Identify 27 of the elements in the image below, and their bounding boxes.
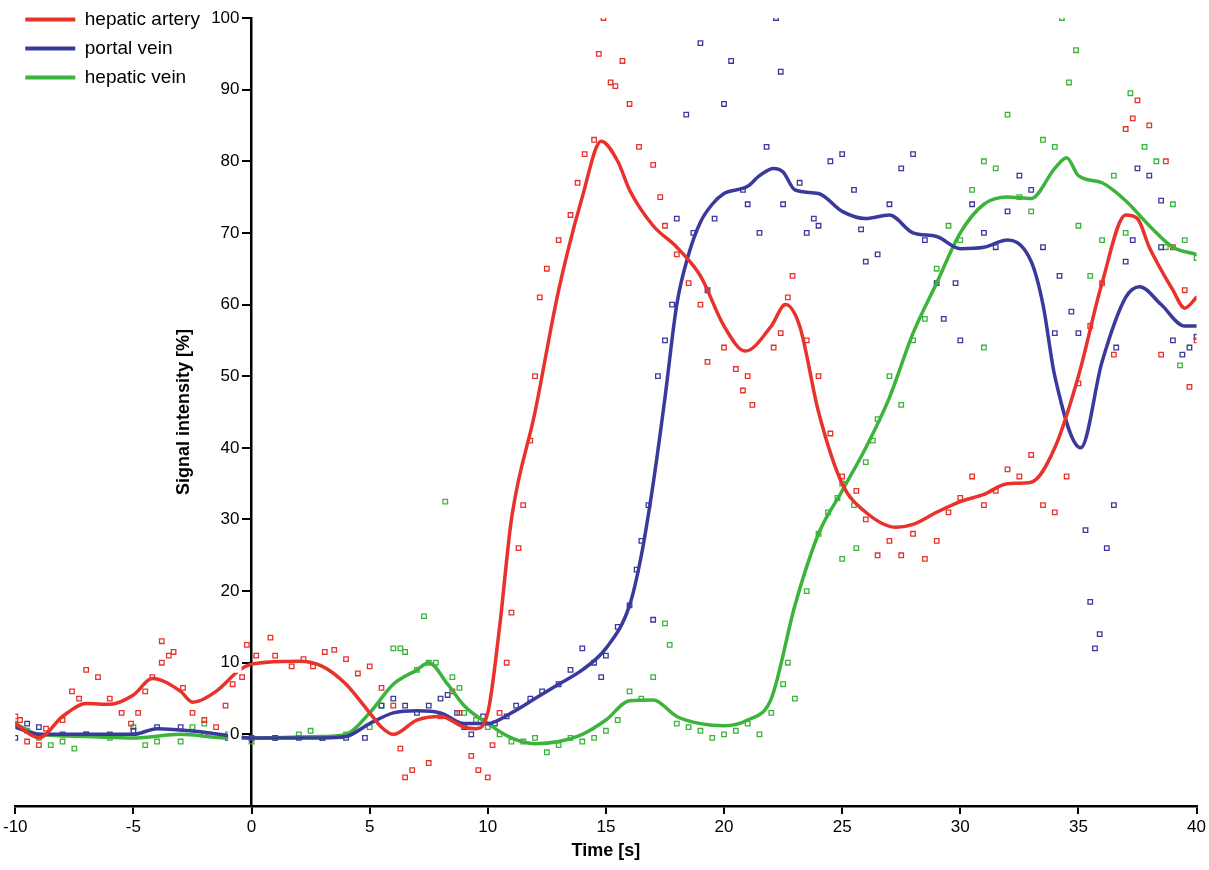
x-tick-label: 20 [714, 816, 734, 836]
y-tick-label: 100 [211, 7, 240, 27]
x-axis-title: Time [s] [571, 840, 641, 861]
y-tick-label: 40 [220, 437, 240, 457]
x-tick-label: 35 [1068, 816, 1088, 836]
y-tick-label: 90 [220, 79, 240, 99]
x-tick-label: 10 [478, 816, 498, 836]
y-tick-label: 0 [230, 724, 240, 744]
y-tick-label: 30 [220, 509, 240, 529]
y-tick-label: 50 [220, 365, 240, 385]
legend-label: portal vein [84, 36, 173, 58]
x-tick-label: -10 [3, 816, 28, 836]
y-tick-label: 10 [220, 652, 240, 672]
legend-label: hepatic artery [84, 7, 201, 29]
x-tick-label: 30 [950, 816, 970, 836]
y-tick-label: 70 [220, 222, 240, 242]
x-tick-label: 0 [246, 816, 257, 836]
x-tick-label: 25 [832, 816, 852, 836]
y-tick-label: 60 [220, 294, 240, 314]
x-tick-label: -5 [125, 816, 141, 836]
y-tick-label: 80 [220, 150, 240, 170]
y-tick-label: 20 [220, 580, 240, 600]
x-tick-label: 5 [364, 816, 375, 836]
legend-label: hepatic vein [84, 65, 187, 87]
y-axis-title: Signal intensity [%] [172, 328, 193, 496]
x-tick-label: 40 [1187, 816, 1207, 836]
x-tick-label: 15 [596, 816, 616, 836]
